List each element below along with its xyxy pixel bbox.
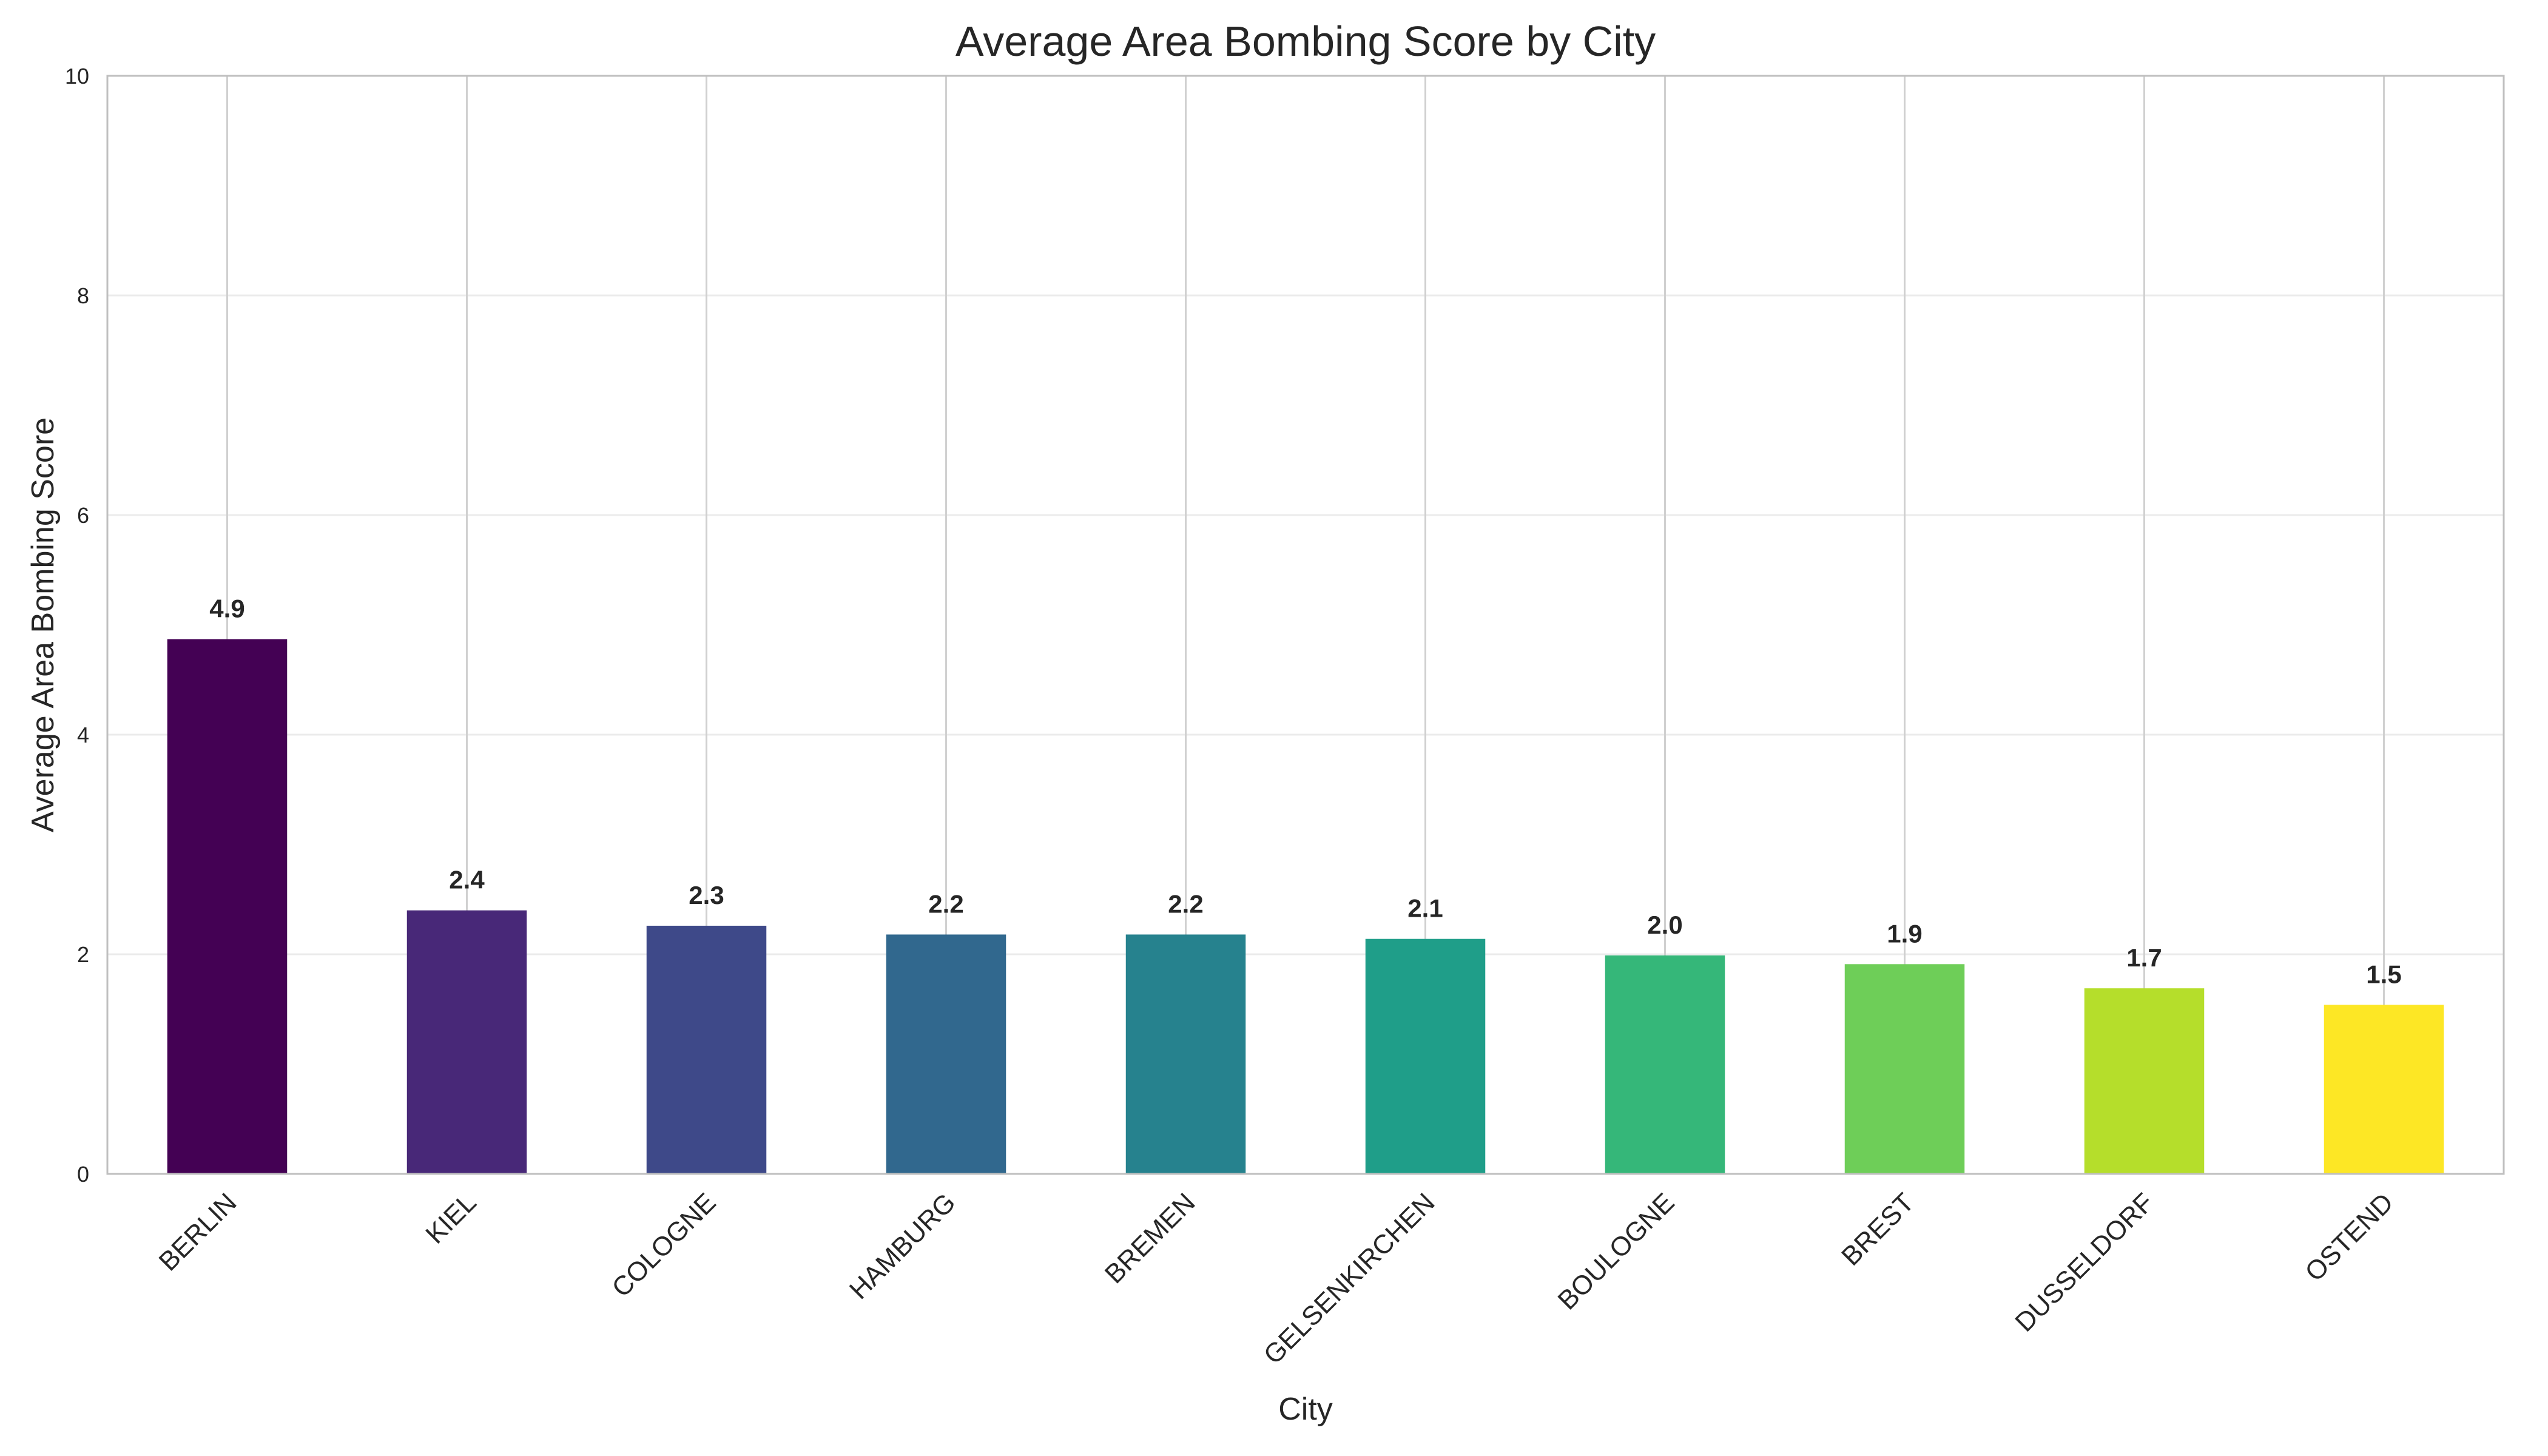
y-tick-label: 4 (77, 723, 89, 747)
y-tick-label: 2 (77, 942, 89, 967)
data-label: 1.9 (1887, 919, 1922, 948)
bar-bremen (1125, 934, 1246, 1174)
y-axis-ticks: 0 2 4 6 8 10 (65, 64, 89, 1187)
data-label: 4.9 (209, 595, 244, 623)
bar-kiel (406, 910, 527, 1174)
bar-ostend (2324, 1005, 2444, 1174)
data-label: 2.3 (689, 881, 724, 909)
x-axis-label: City (1278, 1392, 1333, 1427)
data-label: 2.1 (1407, 894, 1443, 923)
bar-boulogne (1605, 955, 1725, 1174)
chart-title: Average Area Bombing Score by City (956, 18, 1656, 65)
data-label: 2.4 (449, 866, 485, 894)
data-label: 2.2 (928, 889, 963, 918)
bar-hamburg (886, 934, 1006, 1174)
plot-frame (106, 75, 2505, 1175)
data-label: 2.0 (1647, 911, 1682, 939)
y-tick-label: 8 (77, 283, 89, 308)
bar-dusseldorf (2084, 988, 2205, 1174)
data-label: 1.7 (2126, 943, 2162, 972)
y-tick-label: 6 (77, 503, 89, 528)
data-label: 2.2 (1168, 889, 1203, 918)
y-axis-label: Average Area Bombing Score (25, 417, 61, 832)
data-label: 1.5 (2366, 960, 2401, 988)
bar-gelsenkirchen (1365, 939, 1486, 1174)
bar-cologne (646, 925, 767, 1174)
y-tick-label: 0 (77, 1162, 89, 1187)
y-tick-label: 10 (65, 64, 89, 89)
data-labels: 4.9 2.4 2.3 2.2 2.2 2.1 2.0 1.9 1.7 1.5 (209, 595, 2401, 989)
bar-berlin (167, 639, 288, 1174)
bars (167, 639, 2444, 1174)
bar-brest (1844, 964, 1965, 1174)
